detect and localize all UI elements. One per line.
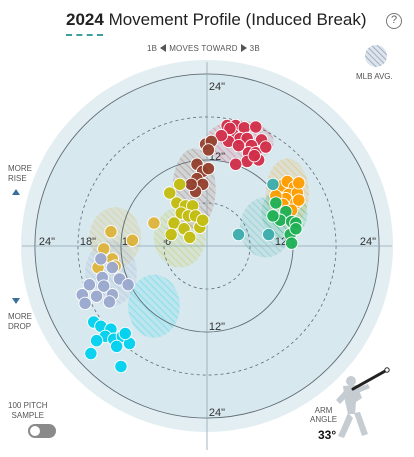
pitch-point: [105, 260, 120, 275]
pitch-point: [292, 193, 306, 207]
triangle-right-icon: [240, 44, 247, 52]
ring-label: 18": [80, 236, 96, 248]
pitch-point: [249, 120, 263, 134]
pitch-point: [125, 233, 140, 247]
pitch-point: [262, 227, 276, 242]
mlb-avg-ellipse: [153, 207, 206, 268]
pitch-point: [183, 230, 197, 245]
pitch-point: [118, 326, 132, 341]
arrow-down-icon: [12, 298, 20, 304]
pitch-point: [97, 279, 111, 293]
toggle-knob: [30, 426, 40, 436]
mlb-avg-legend-swatch: [365, 45, 387, 67]
pitch-point: [289, 222, 303, 236]
mlb-avg-ellipse: [239, 197, 292, 258]
pitch-point: [121, 278, 135, 292]
pitch-point: [284, 236, 299, 250]
more-rise-label: MORE RISE: [8, 164, 32, 183]
ring-label: 24": [39, 236, 55, 248]
pitch-point: [259, 140, 273, 154]
pitch-sample-toggle[interactable]: [28, 424, 56, 438]
more-drop-label: MORE DROP: [8, 312, 32, 331]
pitch-point: [84, 346, 98, 361]
pitch-point: [173, 177, 187, 191]
ring-label: 24": [209, 81, 225, 93]
pitch-point: [223, 121, 237, 136]
pitch-point: [82, 278, 97, 292]
direction-3b: 3B: [249, 44, 260, 53]
title-year: 2024: [66, 10, 104, 29]
direction-1b: 1B: [147, 44, 158, 53]
mlb-avg-ellipse: [128, 274, 180, 338]
pitch-point: [94, 252, 108, 266]
pitch-point: [214, 128, 228, 143]
pitch-point: [184, 177, 198, 191]
pitch-point: [266, 177, 280, 191]
help-icon[interactable]: ?: [386, 13, 402, 29]
pitch-point: [231, 138, 246, 153]
pitch-point: [164, 227, 178, 242]
pitch-point: [114, 359, 128, 374]
pitcher-figure-icon: [336, 367, 390, 438]
pitch-sample-label: 100 PITCH SAMPLE: [8, 401, 48, 420]
pitch-point: [247, 149, 261, 163]
pitch-point: [89, 333, 104, 348]
ring-label: 24": [360, 236, 376, 248]
arm-angle-label: ARM ANGLE: [310, 406, 338, 424]
title-underline: [66, 34, 103, 36]
pitch-point: [201, 161, 216, 176]
pitch-point: [292, 176, 306, 190]
pitch-point: [104, 225, 118, 239]
pitch-point: [229, 157, 243, 171]
triangle-left-icon: [160, 44, 167, 52]
ring-label: 6": [165, 236, 175, 248]
pitch-point: [266, 209, 280, 223]
arm-angle-value: 33°: [318, 428, 337, 442]
title-text: Movement Profile (Induced Break): [108, 10, 367, 29]
pitch-point: [78, 296, 92, 311]
ring-label: 12": [209, 321, 225, 333]
pitch-point: [269, 196, 283, 210]
mlb-avg-legend-label: MLB AVG.: [356, 72, 393, 81]
pitch-point: [110, 339, 124, 354]
pitch-point: [231, 227, 246, 242]
pitch-point: [163, 186, 177, 200]
pitch-point: [147, 216, 161, 230]
direction-middle: MOVES TOWARD: [169, 44, 238, 53]
pitch-point: [201, 143, 216, 157]
pitch-point: [89, 289, 104, 303]
page-title: 2024 Movement Profile (Induced Break): [66, 10, 367, 30]
direction-label: 1B MOVES TOWARD 3B: [147, 44, 260, 53]
pitch-point: [196, 213, 210, 227]
ring-label: 24": [209, 407, 225, 419]
arrow-up-icon: [12, 189, 20, 195]
pitch-point: [102, 295, 117, 309]
